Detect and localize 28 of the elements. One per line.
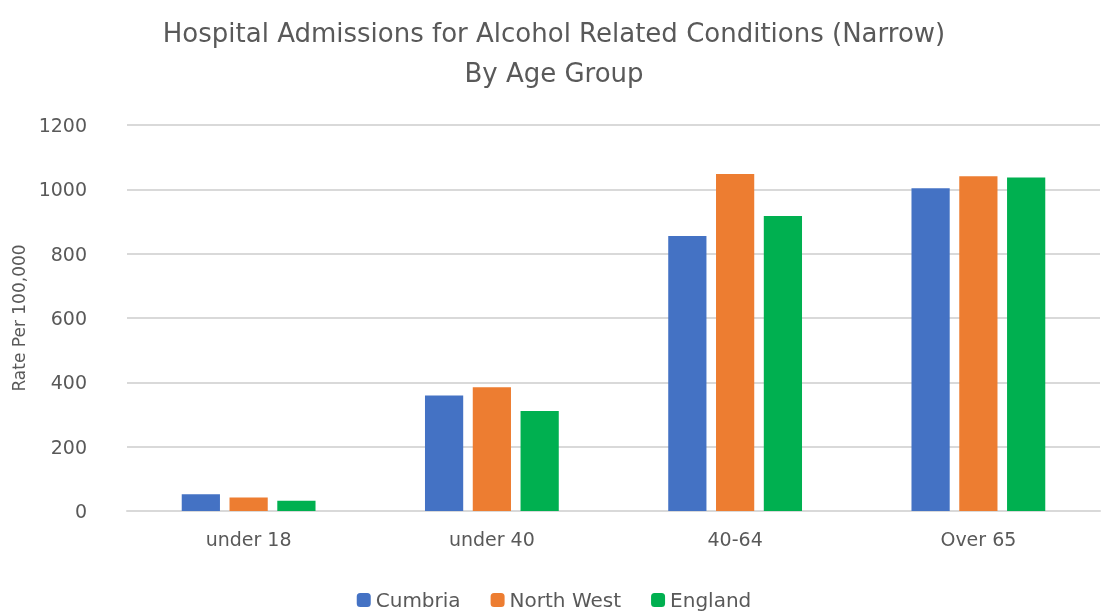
x-tick-label: 40-64 xyxy=(707,527,763,550)
chart-title: Hospital Admissions for Alcohol Related Conditions (Narrow) By Age Group xyxy=(162,18,946,88)
bar xyxy=(520,410,559,511)
y-tick-label: 800 xyxy=(50,242,87,265)
bar xyxy=(716,173,755,511)
y-axis-title: Rate Per 100,000 xyxy=(9,244,30,392)
bar xyxy=(277,500,316,511)
bar xyxy=(181,494,220,511)
y-tick-label: 1000 xyxy=(38,178,87,201)
legend-label: Cumbria xyxy=(375,588,461,612)
y-tick-label: 400 xyxy=(50,371,87,394)
x-tick-label: Over 65 xyxy=(940,527,1017,550)
bar xyxy=(1007,177,1046,511)
bar xyxy=(229,497,268,511)
x-tick-label: under 40 xyxy=(448,527,535,550)
legend-label: North West xyxy=(509,588,622,612)
y-tick-label: 0 xyxy=(74,500,87,522)
legend-label: England xyxy=(670,588,752,612)
bar xyxy=(763,216,803,511)
bar xyxy=(668,235,707,511)
bar xyxy=(424,395,464,511)
y-tick-label: 1200 xyxy=(38,114,87,136)
bar xyxy=(959,176,998,511)
y-tick-label: 200 xyxy=(50,435,87,458)
x-tick-label: under 18 xyxy=(205,527,292,550)
bar xyxy=(911,188,950,511)
y-tick-label: 600 xyxy=(50,307,87,329)
bar xyxy=(472,387,511,511)
